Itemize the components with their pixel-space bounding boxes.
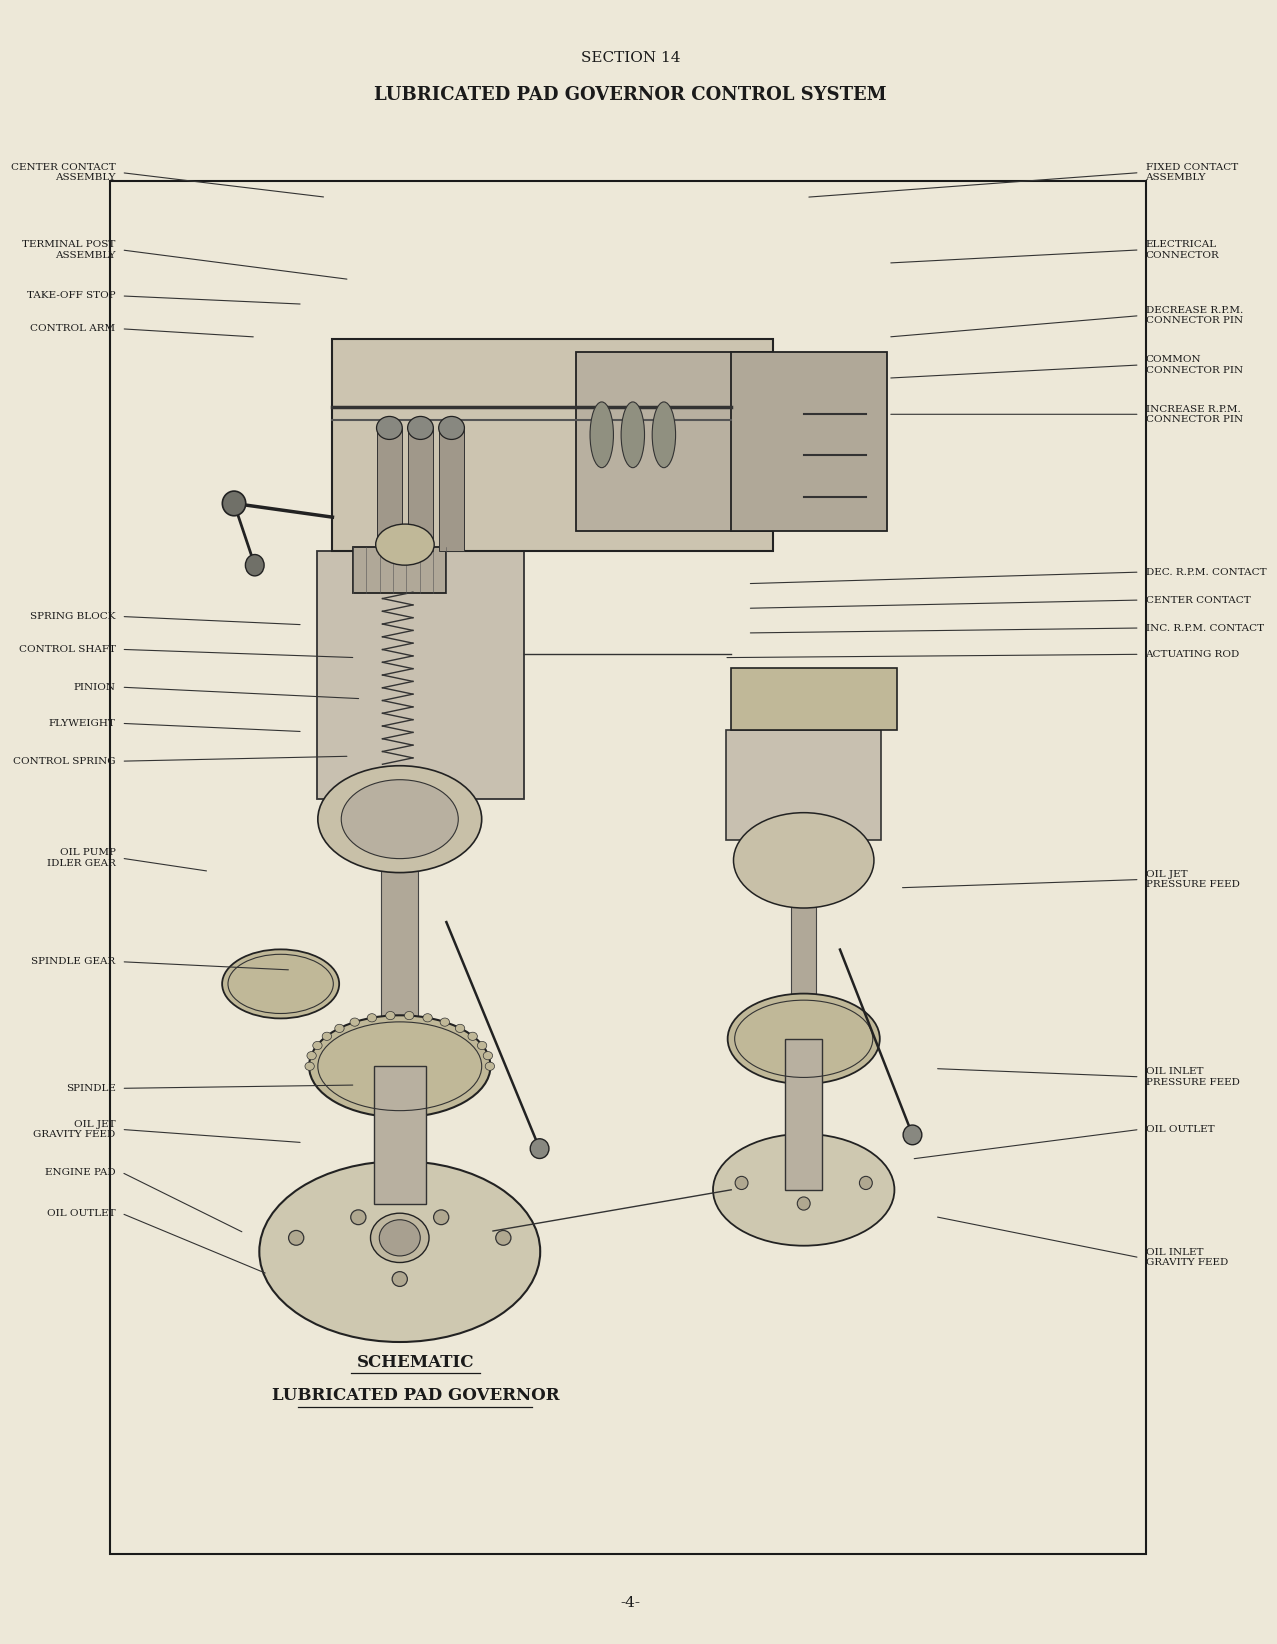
Ellipse shape bbox=[434, 1210, 448, 1225]
Ellipse shape bbox=[306, 1052, 317, 1060]
Bar bbox=[332, 339, 773, 551]
Text: OIL PUMP
IDLER GEAR: OIL PUMP IDLER GEAR bbox=[47, 848, 116, 868]
Ellipse shape bbox=[322, 1032, 332, 1041]
Text: FLYWEIGHT: FLYWEIGHT bbox=[49, 718, 116, 728]
Ellipse shape bbox=[423, 1014, 433, 1023]
Ellipse shape bbox=[305, 1062, 314, 1070]
Ellipse shape bbox=[441, 1018, 450, 1026]
Text: CENTER CONTACT: CENTER CONTACT bbox=[1145, 595, 1250, 605]
Ellipse shape bbox=[335, 1024, 344, 1032]
Text: ELECTRICAL
CONNECTOR: ELECTRICAL CONNECTOR bbox=[1145, 240, 1220, 260]
Bar bbox=[576, 352, 773, 531]
Ellipse shape bbox=[377, 416, 402, 439]
Ellipse shape bbox=[478, 1041, 487, 1049]
Ellipse shape bbox=[341, 779, 458, 858]
Text: ACTUATING ROD: ACTUATING ROD bbox=[1145, 649, 1240, 659]
Bar bbox=[377, 427, 402, 551]
Text: OIL INLET
GRAVITY FEED: OIL INLET GRAVITY FEED bbox=[1145, 1248, 1227, 1268]
Ellipse shape bbox=[859, 1177, 872, 1190]
Ellipse shape bbox=[483, 1052, 493, 1060]
Ellipse shape bbox=[736, 1177, 748, 1190]
Text: DECREASE R.P.M.
CONNECTOR PIN: DECREASE R.P.M. CONNECTOR PIN bbox=[1145, 306, 1243, 326]
Text: PINION: PINION bbox=[74, 682, 116, 692]
Ellipse shape bbox=[351, 1210, 366, 1225]
Ellipse shape bbox=[289, 1230, 304, 1245]
Ellipse shape bbox=[222, 949, 340, 1018]
Ellipse shape bbox=[456, 1024, 465, 1032]
Ellipse shape bbox=[590, 401, 613, 467]
Ellipse shape bbox=[375, 524, 434, 566]
Text: DEC. R.P.M. CONTACT: DEC. R.P.M. CONTACT bbox=[1145, 567, 1267, 577]
Text: TAKE-OFF STOP: TAKE-OFF STOP bbox=[27, 291, 116, 301]
Ellipse shape bbox=[653, 401, 676, 467]
Text: SPRING BLOCK: SPRING BLOCK bbox=[31, 612, 116, 621]
Ellipse shape bbox=[485, 1062, 494, 1070]
Ellipse shape bbox=[309, 1016, 490, 1118]
Ellipse shape bbox=[370, 1213, 429, 1263]
Ellipse shape bbox=[621, 401, 645, 467]
Ellipse shape bbox=[728, 993, 880, 1083]
Text: CONTROL ARM: CONTROL ARM bbox=[31, 324, 116, 334]
Ellipse shape bbox=[797, 1197, 810, 1210]
Bar bbox=[110, 181, 1145, 1554]
Ellipse shape bbox=[386, 1011, 395, 1019]
Text: SPINDLE: SPINDLE bbox=[65, 1083, 116, 1093]
Bar bbox=[317, 551, 524, 799]
Bar bbox=[354, 546, 447, 593]
Text: SPINDLE GEAR: SPINDLE GEAR bbox=[32, 957, 116, 967]
Text: OIL JET
GRAVITY FEED: OIL JET GRAVITY FEED bbox=[33, 1120, 116, 1139]
Ellipse shape bbox=[222, 492, 245, 516]
Ellipse shape bbox=[259, 1161, 540, 1342]
Text: CENTER CONTACT
ASSEMBLY: CENTER CONTACT ASSEMBLY bbox=[10, 163, 116, 182]
Ellipse shape bbox=[733, 812, 873, 907]
Bar bbox=[732, 667, 896, 730]
Bar bbox=[792, 717, 816, 1190]
Ellipse shape bbox=[407, 416, 433, 439]
Text: CONTROL SPRING: CONTROL SPRING bbox=[13, 756, 116, 766]
Ellipse shape bbox=[903, 1124, 922, 1144]
Text: INC. R.P.M. CONTACT: INC. R.P.M. CONTACT bbox=[1145, 623, 1264, 633]
Ellipse shape bbox=[350, 1018, 359, 1026]
Text: OIL OUTLET: OIL OUTLET bbox=[1145, 1124, 1214, 1134]
Text: FIXED CONTACT
ASSEMBLY: FIXED CONTACT ASSEMBLY bbox=[1145, 163, 1237, 182]
Ellipse shape bbox=[313, 1041, 322, 1049]
Text: SECTION 14: SECTION 14 bbox=[581, 51, 681, 64]
Bar bbox=[785, 1039, 822, 1190]
Bar bbox=[727, 730, 881, 840]
Ellipse shape bbox=[405, 1011, 414, 1019]
Bar bbox=[732, 352, 886, 531]
Text: OIL OUTLET: OIL OUTLET bbox=[47, 1208, 116, 1218]
Ellipse shape bbox=[439, 416, 465, 439]
Text: OIL INLET
PRESSURE FEED: OIL INLET PRESSURE FEED bbox=[1145, 1067, 1240, 1087]
Ellipse shape bbox=[530, 1139, 549, 1159]
Ellipse shape bbox=[713, 1134, 894, 1246]
Text: LUBRICATED PAD GOVERNOR: LUBRICATED PAD GOVERNOR bbox=[272, 1388, 559, 1404]
Text: TERMINAL POST
ASSEMBLY: TERMINAL POST ASSEMBLY bbox=[22, 240, 116, 260]
Bar bbox=[381, 339, 419, 1251]
Ellipse shape bbox=[368, 1014, 377, 1023]
Text: CONTROL SHAFT: CONTROL SHAFT bbox=[19, 644, 116, 654]
Bar bbox=[439, 427, 465, 551]
Ellipse shape bbox=[318, 766, 481, 873]
Text: INCREASE R.P.M.
CONNECTOR PIN: INCREASE R.P.M. CONNECTOR PIN bbox=[1145, 404, 1243, 424]
Ellipse shape bbox=[245, 554, 264, 575]
Bar bbox=[374, 1067, 425, 1203]
Text: LUBRICATED PAD GOVERNOR CONTROL SYSTEM: LUBRICATED PAD GOVERNOR CONTROL SYSTEM bbox=[374, 87, 886, 104]
Text: OIL JET
PRESSURE FEED: OIL JET PRESSURE FEED bbox=[1145, 870, 1240, 889]
Ellipse shape bbox=[379, 1220, 420, 1256]
Ellipse shape bbox=[495, 1230, 511, 1245]
Text: COMMON
CONNECTOR PIN: COMMON CONNECTOR PIN bbox=[1145, 355, 1243, 375]
Text: -4-: -4- bbox=[621, 1596, 641, 1609]
Ellipse shape bbox=[467, 1032, 478, 1041]
Ellipse shape bbox=[392, 1272, 407, 1286]
Bar bbox=[407, 427, 433, 551]
Text: SCHEMATIC: SCHEMATIC bbox=[356, 1355, 474, 1371]
Text: ENGINE PAD: ENGINE PAD bbox=[45, 1167, 116, 1177]
